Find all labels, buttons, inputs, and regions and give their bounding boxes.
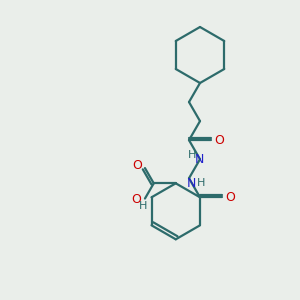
Text: O: O: [225, 191, 235, 204]
Text: N: N: [186, 177, 196, 190]
Text: O: O: [214, 134, 224, 147]
Text: H: H: [188, 150, 196, 160]
Text: O: O: [131, 193, 141, 206]
Text: H: H: [139, 201, 147, 211]
Text: O: O: [132, 159, 142, 172]
Text: N: N: [194, 153, 204, 166]
Text: H: H: [197, 178, 205, 188]
